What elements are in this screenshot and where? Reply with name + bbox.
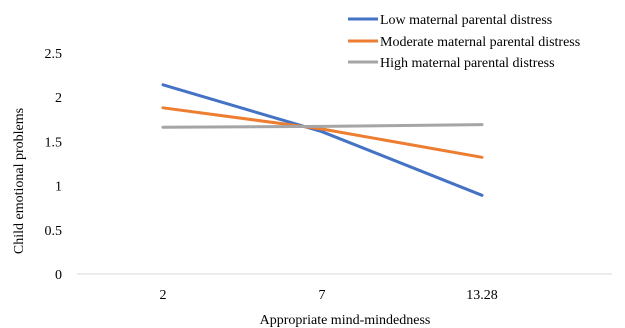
x-axis-ticks: 2 7 13.28 [160, 288, 498, 303]
legend: Low maternal parental distress Moderate m… [348, 13, 580, 71]
legend-label-3: High maternal parental distress [380, 56, 555, 71]
x-axis-title: Appropriate mind-mindedness [260, 313, 431, 328]
series-line-1 [161, 83, 484, 197]
y-tick-label: 2 [55, 91, 62, 106]
series-line-3 [161, 123, 484, 129]
legend-label-2: Moderate maternal parental distress [380, 35, 580, 50]
y-tick-label: 1.5 [45, 135, 63, 150]
series-lines [161, 83, 484, 197]
y-tick-label: 0 [55, 268, 62, 283]
x-tick-label: 13.28 [466, 288, 498, 303]
y-tick-label: 1 [55, 180, 62, 195]
x-tick-label: 7 [319, 288, 326, 303]
y-axis-title: Child emotional problems [12, 108, 27, 254]
x-tick-label: 2 [160, 288, 167, 303]
legend-label-1: Low maternal parental distress [380, 13, 552, 28]
y-axis-ticks: 0 0.5 1 1.5 2 2.5 [45, 47, 63, 283]
y-tick-label: 2.5 [45, 47, 63, 62]
y-tick-label: 0.5 [45, 224, 63, 239]
series-line-2 [161, 106, 484, 159]
